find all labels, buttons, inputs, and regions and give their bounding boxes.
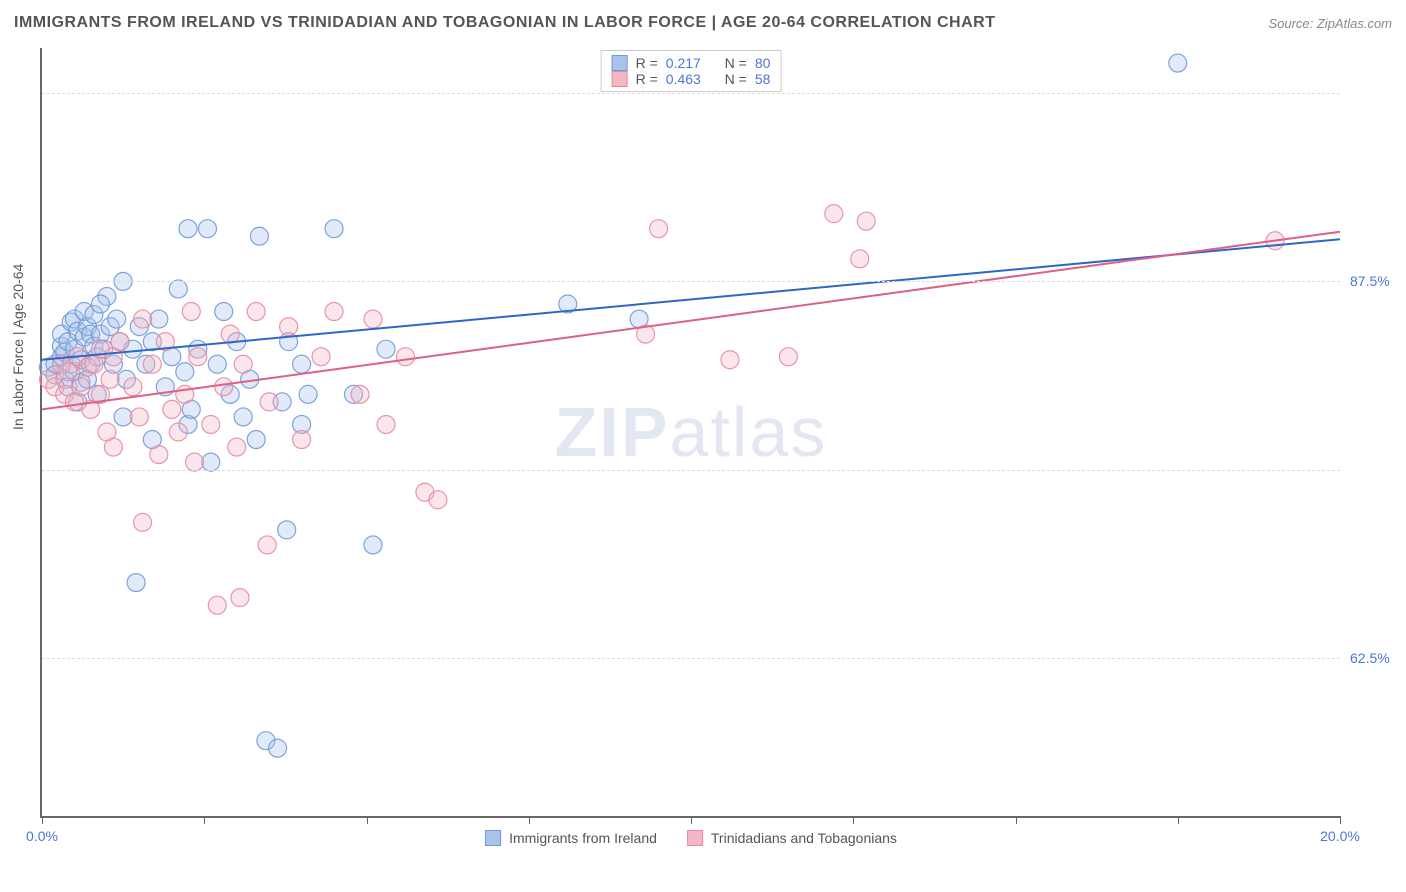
regression-line-ireland [42, 239, 1340, 359]
swatch-trinidad [687, 830, 703, 846]
data-point-trinidad [101, 370, 119, 388]
data-point-trinidad [364, 310, 382, 328]
legend-stats-row-ireland: R = 0.217 N = 80 [612, 55, 771, 71]
swatch-ireland [612, 55, 628, 71]
plot-area: ZIPatlas R = 0.217 N = 80 R = 0.463 N = … [40, 48, 1340, 818]
legend-series: Immigrants from Ireland Trinidadians and… [485, 830, 897, 846]
data-point-ireland [293, 355, 311, 373]
data-point-ireland [234, 408, 252, 426]
data-point-trinidad [111, 333, 129, 351]
data-point-ireland [176, 363, 194, 381]
data-point-trinidad [351, 385, 369, 403]
data-point-trinidad [293, 431, 311, 449]
swatch-ireland [485, 830, 501, 846]
data-point-ireland [150, 310, 168, 328]
data-point-ireland [127, 574, 145, 592]
data-point-trinidad [258, 536, 276, 554]
legend-stats: R = 0.217 N = 80 R = 0.463 N = 58 [601, 50, 782, 92]
data-point-ireland [215, 303, 233, 321]
chart-title: IMMIGRANTS FROM IRELAND VS TRINIDADIAN A… [14, 14, 995, 31]
data-point-ireland [169, 280, 187, 298]
data-point-ireland [278, 521, 296, 539]
data-point-trinidad [231, 589, 249, 607]
data-point-trinidad [182, 303, 200, 321]
data-point-trinidad [169, 423, 187, 441]
data-point-ireland [198, 220, 216, 238]
data-point-trinidad [228, 438, 246, 456]
data-point-ireland [202, 453, 220, 471]
data-point-trinidad [325, 303, 343, 321]
data-point-trinidad [825, 205, 843, 223]
data-point-trinidad [186, 453, 204, 471]
data-point-ireland [91, 295, 109, 313]
data-point-trinidad [312, 348, 330, 366]
data-point-trinidad [150, 446, 168, 464]
source-label: Source: ZipAtlas.com [1268, 16, 1392, 31]
data-point-trinidad [215, 378, 233, 396]
data-point-ireland [250, 227, 268, 245]
y-tick-label: 87.5% [1350, 273, 1406, 289]
data-point-trinidad [202, 415, 220, 433]
x-tick-label: 20.0% [1320, 828, 1360, 844]
data-point-ireland [364, 536, 382, 554]
data-point-ireland [208, 355, 226, 373]
data-point-trinidad [721, 351, 739, 369]
data-point-trinidad [779, 348, 797, 366]
swatch-trinidad [612, 71, 628, 87]
data-point-trinidad [134, 310, 152, 328]
data-point-trinidad [280, 318, 298, 336]
data-point-trinidad [260, 393, 278, 411]
data-point-trinidad [221, 325, 239, 343]
data-point-ireland [1169, 54, 1187, 72]
data-point-ireland [108, 310, 126, 328]
data-point-trinidad [234, 355, 252, 373]
y-axis-label: In Labor Force | Age 20-64 [10, 264, 26, 430]
scatter-svg [42, 48, 1340, 816]
data-point-ireland [269, 739, 287, 757]
data-point-trinidad [377, 415, 395, 433]
data-point-trinidad [857, 212, 875, 230]
data-point-trinidad [650, 220, 668, 238]
data-point-ireland [377, 340, 395, 358]
regression-line-trinidad [42, 232, 1340, 410]
legend-item-ireland: Immigrants from Ireland [485, 830, 657, 846]
data-point-trinidad [104, 438, 122, 456]
data-point-trinidad [124, 378, 142, 396]
legend-stats-row-trinidad: R = 0.463 N = 58 [612, 71, 771, 87]
data-point-ireland [114, 408, 132, 426]
data-point-ireland [299, 385, 317, 403]
x-tick-label: 0.0% [26, 828, 58, 844]
data-point-ireland [179, 220, 197, 238]
data-point-trinidad [247, 303, 265, 321]
data-point-trinidad [134, 513, 152, 531]
y-tick-label: 62.5% [1350, 650, 1406, 666]
data-point-trinidad [189, 348, 207, 366]
data-point-trinidad [163, 400, 181, 418]
data-point-trinidad [130, 408, 148, 426]
data-point-ireland [325, 220, 343, 238]
data-point-trinidad [208, 596, 226, 614]
legend-item-trinidad: Trinidadians and Tobagonians [687, 830, 897, 846]
data-point-trinidad [396, 348, 414, 366]
data-point-ireland [247, 431, 265, 449]
data-point-trinidad [429, 491, 447, 509]
data-point-trinidad [72, 378, 90, 396]
data-point-trinidad [143, 355, 161, 373]
data-point-trinidad [851, 250, 869, 268]
